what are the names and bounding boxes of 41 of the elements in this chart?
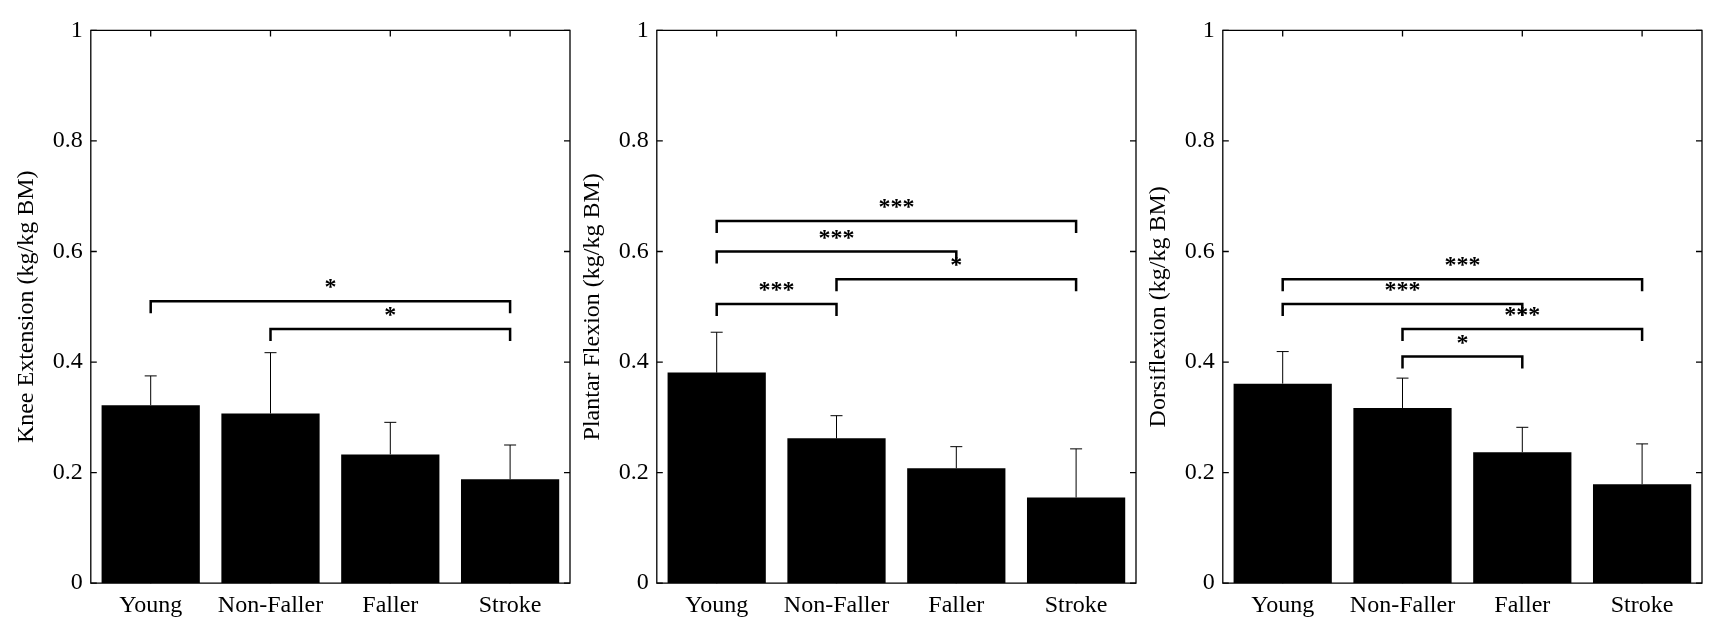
x-tick-label: Stroke [1044, 590, 1108, 617]
x-tick-label: Stroke [1610, 590, 1674, 617]
x-tick-label: Young [685, 590, 749, 617]
y-tick-label: 0.2 [52, 457, 83, 484]
y-axis-title: Dorsiflexion (kg/kg BM) [1143, 186, 1170, 428]
x-tick-label: Young [119, 590, 183, 617]
y-tick-label: 0.8 [618, 126, 649, 153]
annotation: * [1456, 328, 1469, 355]
y-tick-label: 0.8 [52, 126, 83, 153]
x-tick-label: Faller [928, 590, 985, 617]
y-axis-title: Knee Extension (kg/kg BM) [11, 170, 38, 444]
y-tick-label: 0.8 [1184, 126, 1215, 153]
x-tick-label: Stroke [478, 590, 542, 617]
x-tick-label: Faller [1494, 590, 1551, 617]
y-tick-label: 1 [1202, 15, 1215, 42]
annotation: * [324, 273, 337, 300]
y-tick-label: 0.4 [618, 347, 649, 374]
y-tick-label: 1 [636, 15, 649, 42]
x-tick-label: Young [1251, 590, 1315, 617]
y-tick-label: 0.4 [1184, 347, 1215, 374]
y-tick-label: 1 [70, 15, 83, 42]
annotation: *** [818, 223, 855, 250]
y-tick-label: 0.2 [1184, 457, 1215, 484]
annotation: *** [1384, 276, 1421, 303]
y-tick-label: 0 [70, 568, 83, 595]
y-tick-label: 0.2 [618, 457, 649, 484]
y-tick-label: 0.4 [52, 347, 83, 374]
annotation: * [384, 301, 397, 328]
y-tick-label: 0.6 [1184, 236, 1215, 263]
x-tick-label: Faller [362, 590, 419, 617]
annotation: *** [1444, 251, 1481, 278]
y-tick-label: 0 [1202, 568, 1215, 595]
x-tick-label: Non-Faller [217, 590, 324, 617]
annotation: *** [878, 193, 915, 220]
y-tick-label: 0.6 [618, 236, 649, 263]
y-axis-title: Plantar Flexion (kg/kg BM) [577, 173, 604, 441]
y-tick-label: 0 [636, 568, 649, 595]
annotation: *** [758, 276, 795, 303]
y-tick-label: 0.6 [52, 236, 83, 263]
x-tick-label: Non-Faller [1349, 590, 1456, 617]
x-tick-label: Non-Faller [783, 590, 890, 617]
